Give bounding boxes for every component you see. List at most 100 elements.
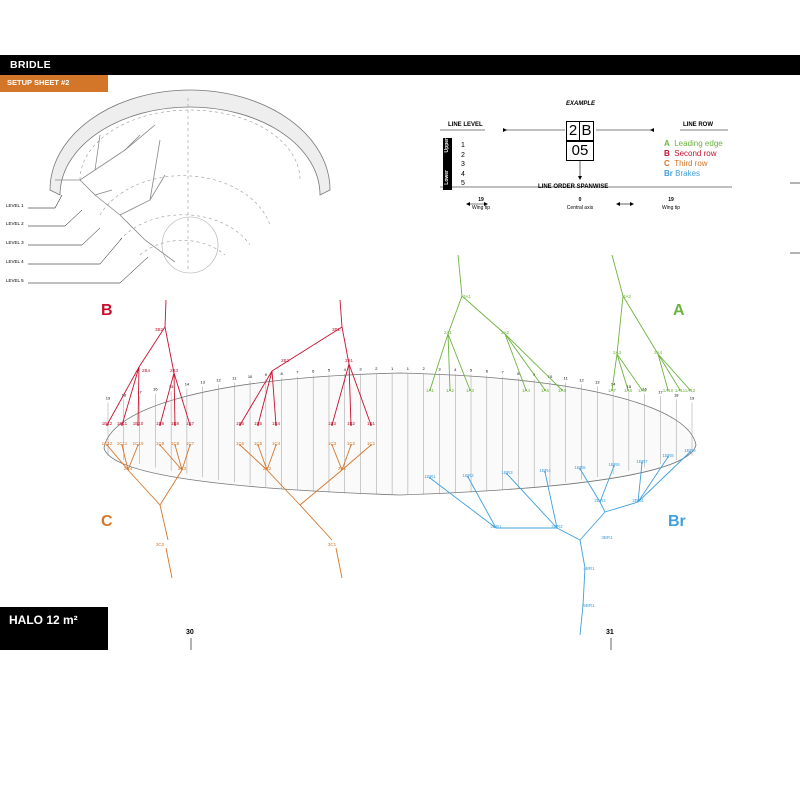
group-letter-br: Br [668,513,686,530]
attachment-point [239,444,241,446]
line-label-a: 1A12 [685,388,696,393]
bridle-line [457,254,463,297]
rib-number: 13 [595,379,600,384]
attachment-point [679,389,681,391]
rib-number: 12 [579,377,584,382]
rib-number: 7 [296,370,299,375]
rib-number: 16 [642,387,647,392]
line-label-b: 1B12 [102,421,113,426]
bridle-line [447,333,471,391]
attachment-point [275,424,277,426]
line-label-c: 1C12 [102,441,113,446]
row-label: Third row [674,159,708,168]
line-label-a: 1A4 [522,388,531,393]
upper-label: Upper [444,138,450,153]
bridle-line [341,444,372,471]
bridle-line [271,326,343,372]
rib-number: 15 [169,384,174,389]
bridle-line [106,366,140,426]
row-label: Second row [674,149,717,158]
bridle-line [657,353,681,391]
bridle-line [239,370,273,426]
row-letter: Br [664,169,673,178]
bridle-line [127,469,161,506]
line-label-a: 1A3 [466,388,475,393]
line-label-b: 1B2 [347,421,356,426]
bridle-line [121,444,129,471]
line-label-c: 1C10 [133,441,144,446]
row-letter: B [664,149,670,158]
line-label-b: 1B4 [272,421,281,426]
rib-number: 17 [137,389,142,394]
rib-number: 11 [232,375,237,380]
attachment-point [561,389,563,391]
bridle-line [616,295,624,355]
bridle-line [622,295,659,355]
attachment-point [159,444,161,446]
rib-number: 10 [248,374,253,379]
attachment-point [189,444,191,446]
bridle-line [331,363,350,426]
attachment-point [544,471,546,473]
level-4-label: LEVEL 4 [6,259,24,264]
line-label-br: 1BR1 [424,474,436,479]
attachment-point [257,444,259,446]
attachment-point [106,424,108,426]
attachment-point [641,462,643,464]
attachment-point [429,389,431,391]
attachment-point [189,424,191,426]
line-label-b: 3B2 [155,327,164,332]
line-label-c: 1C2 [347,441,356,446]
line-label-c: 2C4 [124,466,133,471]
bridle-line [616,353,629,391]
spanwise-title: LINE ORDER SPANWISE [538,184,609,190]
line-row-legend: A Leading edge B Second row C Third row … [664,139,723,179]
line-label-c: 2C2 [263,466,272,471]
attachment-point [370,424,372,426]
line-label-a: 3A1 [463,294,472,299]
bridle-line [579,604,584,636]
row-label: Brakes [675,169,701,178]
bridle-line [504,333,546,391]
line-label-c: 2C1 [338,466,347,471]
attachment-point [121,444,123,446]
level-number: 3 [461,161,465,168]
attachment-point [137,424,139,426]
bridle-line [348,363,372,426]
level-5-label: LEVEL 5 [6,278,24,283]
level-number: 5 [461,180,465,187]
bridle-line [348,363,352,426]
line-label-a: 3A2 [623,294,632,299]
bridle-line [544,471,558,529]
bridle-line [341,444,352,471]
line-row-title: LINE ROW [683,122,713,128]
line-label-b: 1B11 [117,421,128,426]
row-letter: A [664,139,670,148]
level-1-label: LEVEL 1 [6,203,24,208]
spanwise-left-num: 19 [478,197,484,203]
attachment-point [331,444,333,446]
rib-number: 16 [153,387,158,392]
bridle-line [611,353,618,391]
line-label-a: 1A8 [624,388,633,393]
rib-number: 3 [359,367,362,372]
line-label-c: 1C3 [328,441,337,446]
bridle-line [257,444,268,471]
level-number: 4 [461,170,465,178]
bridle-line [506,473,558,529]
bridle-line [504,333,527,391]
line-label-br: 1BR3 [501,470,513,475]
attachment-point [544,389,546,391]
spanwise-right-label: Wing tip [661,205,681,211]
level-number: 1 [461,142,465,149]
bridle-line [159,372,175,426]
line-label-a: 1A9 [638,388,647,393]
line-label-c: 1C9 [156,441,165,446]
bridle-line [461,295,506,335]
attachment-point [525,389,527,391]
bridle-line [467,476,497,529]
bridle-line [121,366,140,426]
line-label-c: 1C7 [186,441,195,446]
bridle-line [164,299,167,328]
attachment-point [611,389,613,391]
